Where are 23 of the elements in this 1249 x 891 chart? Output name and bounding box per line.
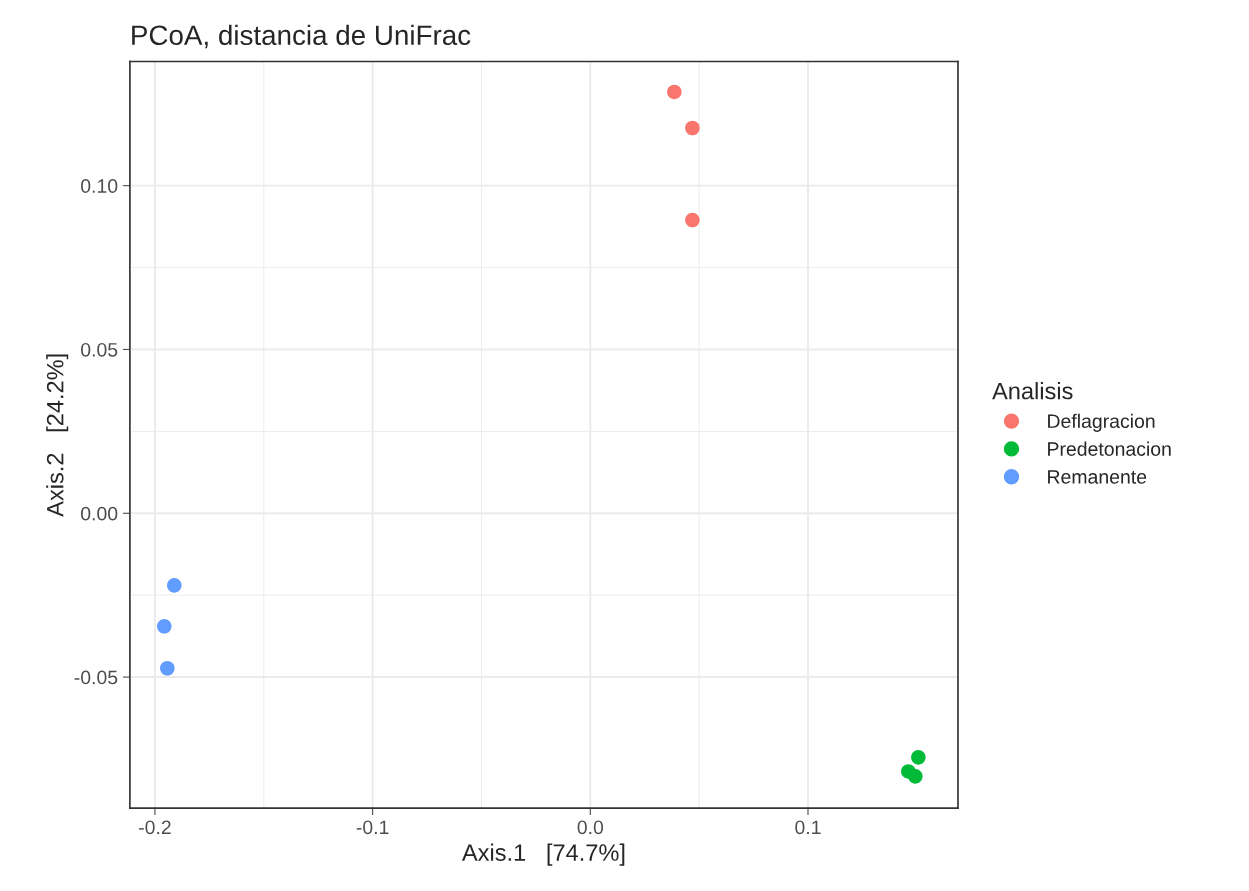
legend-title: Analisis [992, 382, 1073, 400]
y-tick-label: 0.05 [81, 342, 118, 357]
chart-title: PCoA, distancia de UniFrac [132, 24, 471, 49]
point [685, 120, 700, 136]
legend-label: Predetonacion [1048, 441, 1171, 456]
y-tick-label: 0.00 [81, 506, 118, 521]
x-tick-label: 0.1 [795, 820, 821, 835]
point [685, 212, 700, 228]
point [167, 578, 182, 593]
x-tick-label: -0.2 [139, 820, 171, 835]
point [667, 84, 682, 100]
point [157, 619, 172, 634]
x-axis-title: Axis.1 [74.7%] [461, 843, 625, 866]
y-tick-label: -0.05 [74, 670, 118, 685]
y-tick-label: 0.10 [81, 179, 118, 193]
point [160, 660, 175, 676]
point [908, 769, 923, 784]
legend-label: Remanente [1048, 470, 1147, 484]
point [911, 750, 926, 765]
legend-label: Deflagracion [1048, 413, 1155, 432]
x-tick-label: -0.1 [356, 820, 389, 835]
y-axis-title: Axis.2 [24.2%] [46, 354, 69, 517]
x-tick-label: 0.0 [577, 820, 604, 835]
